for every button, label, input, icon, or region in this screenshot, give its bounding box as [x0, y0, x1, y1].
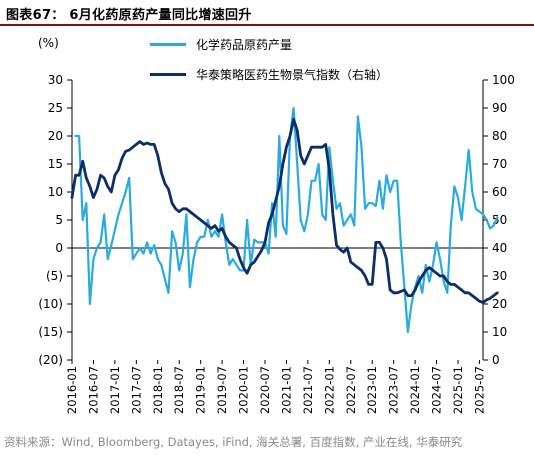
x-tick-label: 2024-07	[430, 366, 444, 414]
x-tick-label: 2022-07	[344, 366, 358, 414]
left-tick-label: 10	[48, 185, 63, 199]
right-tick-label: 30	[492, 269, 507, 283]
source-note: 资料来源：Wind, Bloomberg, Datayes, iFind, 海关…	[4, 432, 530, 465]
x-tick-label: 2016-07	[86, 366, 100, 414]
left-tick-label: (10)	[38, 297, 63, 311]
right-tick-label: 70	[492, 157, 507, 171]
x-tick-label: 2024-01	[408, 366, 422, 414]
x-tick-label: 2019-07	[215, 366, 229, 414]
left-tick-label: 5	[55, 213, 63, 227]
x-tick-label: 2017-07	[129, 366, 143, 414]
left-tick-label: 20	[48, 129, 63, 143]
left-tick-label: 0	[55, 241, 63, 255]
left-tick-label: 30	[48, 73, 63, 87]
right-tick-label: 80	[492, 129, 507, 143]
left-tick-label: (5)	[46, 269, 63, 283]
right-tick-label: 90	[492, 101, 507, 115]
right-tick-label: 20	[492, 297, 507, 311]
x-tick-label: 2018-01	[151, 366, 165, 414]
right-tick-label: 40	[492, 241, 507, 255]
x-tick-label: 2020-07	[258, 366, 272, 414]
x-tick-label: 2021-07	[301, 366, 315, 414]
x-tick-label: 2023-07	[387, 366, 401, 414]
x-tick-label: 2023-01	[365, 366, 379, 414]
left-tick-label: (15)	[38, 325, 63, 339]
left-tick-label: (20)	[38, 353, 63, 367]
x-tick-label: 2025-07	[472, 366, 486, 414]
right-tick-label: 10	[492, 325, 507, 339]
x-tick-label: 2020-01	[237, 366, 251, 414]
right-tick-label: 100	[492, 73, 515, 87]
left-tick-label: 25	[48, 101, 63, 115]
x-tick-label: 2019-01	[194, 366, 208, 414]
x-tick-label: 2017-01	[108, 366, 122, 414]
x-tick-label: 2018-07	[172, 366, 186, 414]
x-tick-label: 2021-01	[279, 366, 293, 414]
x-tick-label: 2022-01	[322, 366, 336, 414]
series-line-index	[72, 119, 497, 302]
right-tick-label: 0	[492, 353, 500, 367]
left-tick-label: 15	[48, 157, 63, 171]
x-tick-label: 2025-01	[451, 366, 465, 414]
x-tick-label: 2016-01	[65, 366, 79, 414]
right-tick-label: 60	[492, 185, 507, 199]
